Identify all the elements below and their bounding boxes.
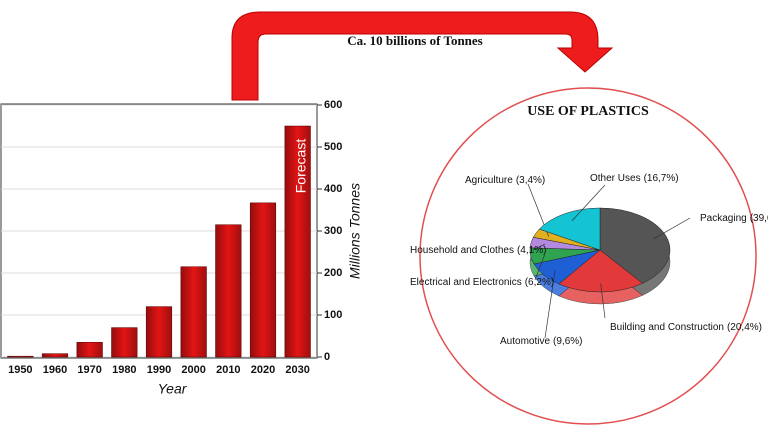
bar-shade [76,342,103,357]
bar-shade [284,126,311,357]
bar-shade [250,202,276,357]
value-label: (3,4%) [516,175,545,186]
pie-label: Electrical and Electronics (6,2%) [410,277,554,288]
x-tick-label: 2000 [181,364,205,376]
charts: 0 100 200 300 400 500 600 1950 1960 1970 1980 1990 2… [1,99,768,397]
pie-slice [558,249,644,293]
x-tick-label: 1970 [77,364,101,376]
category-name: Packaging [700,213,747,224]
value-label: (9,6%) [553,336,582,347]
category-name: Building and Construction [610,322,724,333]
category-name: Automotive [500,336,550,347]
pie-title: USE OF PLASTICS [527,104,649,119]
x-axis-label: Year [158,381,188,397]
bar-shade [111,327,138,357]
bar-shade [146,306,172,357]
leader-line [600,283,606,319]
y-axis-label: Millions Tonnes [347,183,363,279]
bar-shade [180,266,207,357]
category-name: Household and Clothes [410,245,514,256]
bar-shade [7,356,34,357]
value-label: (16,7%) [644,173,679,184]
x-tick-label: 2030 [285,364,309,376]
value-label: (6,2%) [525,277,554,288]
x-tick-label: 1960 [43,364,67,376]
pie-slice [538,207,601,251]
pie-label: Automotive (9,6%) [500,336,582,347]
arrow [231,11,614,101]
x-tick-label: 1990 [147,364,171,376]
y-tick-label: 100 [324,309,342,321]
value-label: (20,4%) [727,322,762,333]
y-tick-label: 300 [324,225,342,237]
x-tick-label: 1980 [112,364,136,376]
value-label: (39,6%) [750,213,768,224]
x-tick-label: 2010 [216,364,240,376]
leader-line [544,270,556,339]
leader-line [532,243,546,251]
category-name: Agriculture [465,175,513,186]
value-label: (4,1%) [517,245,546,256]
bar-shade [215,224,242,357]
x-tick-label: 1950 [8,364,32,376]
y-tick-label: 600 [324,99,342,111]
leader-line [652,217,691,240]
y-tick-label: 0 [324,351,330,363]
pie-label: Other Uses (16,7%) [590,173,679,184]
annotation: Forecast [292,139,308,194]
category-name: Other Uses [590,173,641,184]
y-tick-label: 400 [324,183,342,195]
leader-line [571,184,606,222]
pie-label: Building and Construction (20,4%) [610,322,762,333]
x-tick-label: 2020 [251,364,275,376]
y-tick-label: 500 [324,141,342,153]
bar-shade [42,353,68,357]
pie-label: Agriculture (3,4%) [465,175,545,186]
pie-slice [599,207,671,284]
category-name: Electrical and Electronics [410,277,522,288]
leader-line [534,254,545,281]
y-tick-label: 200 [324,267,342,279]
pie-label: Packaging(39,6%) [700,213,768,224]
pie-label: Household and Clothes (4,1%) [410,245,546,256]
arrow-label: Ca. 10 billions of Tonnes [347,33,482,48]
